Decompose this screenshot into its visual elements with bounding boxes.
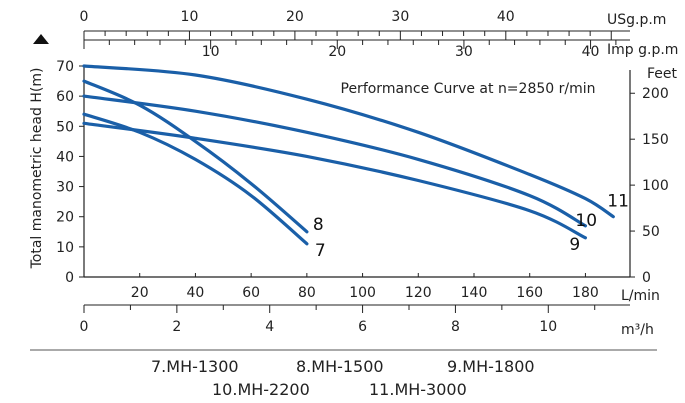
feet-axis-label: Feet — [647, 66, 678, 82]
m3h-axis-label: m³/h — [621, 322, 654, 338]
legend-item-9: 9.MH-1800 — [447, 357, 535, 376]
performance-curves — [82, 64, 615, 246]
impgpm-tick-label: 40 — [582, 44, 600, 60]
impgpm-tick-label: 30 — [455, 44, 473, 60]
feet-tick-label: 100 — [642, 178, 669, 194]
y-tick-label: 70 — [56, 59, 74, 75]
x-tick-label: 120 — [405, 285, 432, 301]
feet-tick-label: 150 — [642, 132, 669, 148]
impgpm-axis-label: Imp g.p.m — [607, 42, 678, 58]
x-tick-label: 100 — [349, 285, 376, 301]
curve-label-9: 9 — [569, 235, 580, 255]
y-tick-label: 40 — [56, 149, 74, 165]
x-tick-label: 20 — [131, 285, 149, 301]
curve-10 — [82, 94, 587, 228]
feet-tick-label: 0 — [642, 270, 651, 286]
m3h-tick-label: 2 — [172, 319, 181, 335]
legend-item-11: 11.MH-3000 — [369, 380, 467, 399]
chart-title: Performance Curve at n=2850 r/min — [341, 81, 596, 97]
y-axis-arrow-icon — [33, 34, 49, 44]
x-axis-unit-label: L/min — [621, 288, 660, 304]
m3h-tick-label: 4 — [265, 319, 274, 335]
curve-label-11: 11 — [607, 192, 629, 212]
m3h-tick-label: 10 — [539, 319, 557, 335]
x-tick-label: 80 — [298, 285, 316, 301]
curve-11 — [82, 64, 615, 219]
y-tick-label: 10 — [56, 240, 74, 256]
x-tick-label: 40 — [187, 285, 205, 301]
x-tick-label: 140 — [461, 285, 488, 301]
x-tick-label: 160 — [516, 285, 543, 301]
feet-tick-label: 50 — [642, 224, 660, 240]
y-tick-label: 50 — [56, 119, 74, 135]
curve-9 — [82, 121, 587, 240]
curve-label-8: 8 — [313, 215, 324, 235]
curve-label-10: 10 — [575, 211, 597, 231]
x-tick-label: 60 — [242, 285, 260, 301]
usgpm-tick-label: 10 — [181, 9, 199, 25]
curve-label-7: 7 — [315, 241, 326, 261]
y-tick-label: 0 — [65, 270, 74, 286]
impgpm-tick-label: 20 — [328, 44, 346, 60]
usgpm-tick-label: 30 — [391, 9, 409, 25]
m3h-tick-label: 6 — [358, 319, 367, 335]
chart-frame — [79, 30, 635, 313]
impgpm-tick-label: 10 — [202, 44, 220, 60]
x-tick-label: 180 — [572, 285, 599, 301]
feet-tick-label: 200 — [642, 86, 669, 102]
y-axis-title: Total manometric head H(m) — [29, 68, 45, 270]
y-tick-label: 30 — [56, 180, 74, 196]
y-tick-label: 20 — [56, 210, 74, 226]
usgpm-tick-label: 20 — [286, 9, 304, 25]
m3h-tick-label: 8 — [451, 319, 460, 335]
legend-item-8: 8.MH-1500 — [296, 357, 384, 376]
usgpm-axis-label: USg.p.m — [607, 12, 666, 28]
y-tick-label: 60 — [56, 89, 74, 105]
usgpm-tick-label: 0 — [80, 9, 89, 25]
usgpm-tick-label: 40 — [497, 9, 515, 25]
legend-item-10: 10.MH-2200 — [212, 380, 310, 399]
legend-item-7: 7.MH-1300 — [151, 357, 239, 376]
curve-8 — [82, 79, 309, 234]
curve-7 — [82, 112, 309, 246]
m3h-tick-label: 0 — [80, 319, 89, 335]
